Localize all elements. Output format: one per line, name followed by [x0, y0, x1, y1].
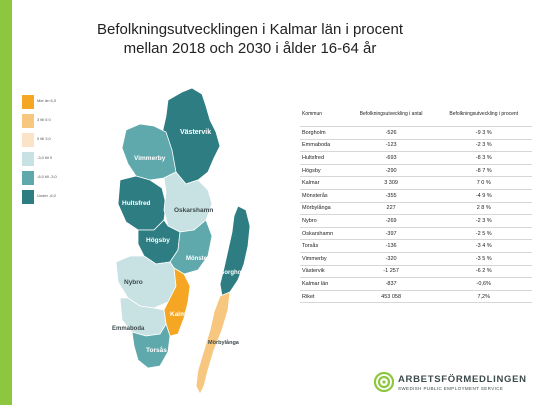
- table-row: Mörbylånga 227 2 8 %: [300, 202, 532, 216]
- county-map: Västervik Vimmerby Hultsfred Oskarshamn …: [112, 87, 251, 395]
- table-cell-name: Kalmar län: [300, 277, 347, 291]
- table-cell-name: Vimmerby: [300, 252, 347, 266]
- legend-label: -6,0 till -3,0: [37, 174, 57, 179]
- table-cell-procent: 7,2%: [435, 290, 532, 304]
- accent-bar: [0, 0, 12, 405]
- legend-swatch: [22, 95, 34, 109]
- table-row: Hultsfred -693 -8 3 %: [300, 151, 532, 165]
- table-cell-antal: -1 257: [346, 265, 436, 279]
- table-cell-procent: -8 7 %: [435, 164, 532, 178]
- logo-subtitle: SWEDISH PUBLIC EMPLOYMENT SERVICE: [398, 386, 504, 391]
- title-line-1: Befolkningsutvecklingen i Kalmar län i p…: [97, 21, 403, 38]
- table-cell-name: Nybro: [300, 214, 347, 228]
- table-row: Västervik -1 257 -6 2 %: [300, 265, 532, 279]
- table-cell-procent: -8 3 %: [435, 151, 532, 165]
- table-cell-antal: 3 309: [346, 176, 436, 190]
- table-row: Kalmar län -837 -0,6%: [300, 277, 532, 291]
- region-kalmar: [163, 267, 191, 337]
- table-row: Borgholm -526 -9 3 %: [300, 126, 532, 140]
- table-cell-procent: -2 3 %: [435, 139, 532, 153]
- region-torsas: [131, 323, 171, 369]
- table-cell-procent: -2 3 %: [435, 214, 532, 228]
- legend-label: 3 till 6 0: [37, 117, 51, 122]
- table-cell-antal: -320: [346, 252, 436, 266]
- legend-label: 0 till 3,0: [37, 136, 51, 141]
- table-cell-procent: -9 3 %: [435, 126, 532, 140]
- table-header: Befolkningsutveckling i procent: [435, 102, 532, 127]
- table-cell-procent: -4 9 %: [435, 189, 532, 203]
- legend-swatch: [22, 114, 34, 128]
- table-cell-antal: -397: [346, 227, 436, 241]
- table-row: Torsås -136 -3 4 %: [300, 239, 532, 253]
- table-header: Kommun: [300, 102, 347, 127]
- map-label-monsteras: Mönsterås: [186, 255, 217, 262]
- map-label-hogsby: Högsby: [146, 237, 170, 244]
- table-cell-name: Kalmar: [300, 176, 347, 190]
- table-cell-name: Emmaboda: [300, 139, 347, 153]
- legend-label: Under -6,0: [37, 193, 56, 198]
- logo-name: ARBETSFÖRMEDLINGEN: [398, 374, 527, 385]
- legend-swatch: [22, 152, 34, 166]
- table-cell-name: Torsås: [300, 239, 347, 253]
- table-cell-antal: -136: [346, 239, 436, 253]
- page-title: Befolkningsutvecklingen i Kalmar län i p…: [40, 20, 460, 58]
- population-table: Kommun Befolkningsutveckling i antal Bef…: [300, 102, 532, 304]
- table-cell-name: Mörbylånga: [300, 202, 347, 216]
- table-row: Oskarshamn -397 -2 5 %: [300, 227, 532, 241]
- region-monsteras: [169, 219, 213, 275]
- table-cell-procent: -2 5 %: [435, 227, 532, 241]
- table-row: Mönsterås -355 -4 9 %: [300, 189, 532, 203]
- table-cell-antal: -269: [346, 214, 436, 228]
- map-label-morbylanga: Mörbylånga: [208, 339, 240, 346]
- logo-icon: [374, 372, 394, 392]
- table-cell-antal: -290: [346, 164, 436, 178]
- legend-swatch: [22, 171, 34, 185]
- table-cell-antal: 227: [346, 202, 436, 216]
- table-cell-procent: -3 4 %: [435, 239, 532, 253]
- table-row: Kalmar 3 309 7 0 %: [300, 176, 532, 190]
- table-cell-name: Högsby: [300, 164, 347, 178]
- table-row: Riket 453 058 7,2%: [300, 290, 532, 304]
- table-cell-procent: -0,6%: [435, 277, 532, 291]
- legend-label: -3,0 till 0: [37, 155, 53, 160]
- region-borgholm: [219, 205, 251, 297]
- table-cell-name: Riket: [300, 290, 347, 304]
- table-cell-antal: 453 058: [346, 290, 436, 304]
- map-label-nybro: Nybro: [124, 279, 143, 286]
- map-label-borgholm: Borgholm: [220, 270, 248, 276]
- table-row: Emmaboda -123 -2 3 %: [300, 139, 532, 153]
- map-label-torsas: Torsås: [146, 346, 167, 354]
- table-row: Vimmerby -320 -3 5 %: [300, 252, 532, 266]
- map-label-vastervik: Västervik: [180, 129, 211, 136]
- table-cell-antal: -526: [346, 126, 436, 140]
- table-cell-name: Västervik: [300, 265, 347, 279]
- table-cell-name: Borgholm: [300, 126, 347, 140]
- table-cell-name: Mönsterås: [300, 189, 347, 203]
- table-cell-procent: 2 8 %: [435, 202, 532, 216]
- map-label-kalmar: Kalmar: [170, 311, 193, 318]
- legend-swatch: [22, 133, 34, 147]
- legend-swatch: [22, 190, 34, 204]
- table-cell-procent: -6 2 %: [435, 265, 532, 279]
- table-cell-antal: -123: [346, 139, 436, 153]
- table-cell-name: Hultsfred: [300, 151, 347, 165]
- table-cell-name: Oskarshamn: [300, 227, 347, 241]
- map-label-vimmerby: Vimmerby: [134, 155, 166, 162]
- table-row: Högsby -290 -8 7 %: [300, 164, 532, 178]
- map-label-emmaboda: Emmaboda: [112, 326, 145, 332]
- table-cell-antal: -837: [346, 277, 436, 291]
- table-cell-procent: 7 0 %: [435, 176, 532, 190]
- table-header: Befolkningsutveckling i antal: [346, 102, 436, 127]
- table-header-row: Kommun Befolkningsutveckling i antal Bef…: [300, 102, 532, 127]
- title-line-2: mellan 2018 och 2030 i ålder 16-64 år: [123, 40, 377, 57]
- legend-label: Mer än 6,0: [37, 98, 57, 103]
- map-label-oskarshamn: Oskarshamn: [174, 207, 213, 214]
- table-cell-antal: -355: [346, 189, 436, 203]
- region-morbylanga: [195, 291, 231, 395]
- table-cell-procent: -3 5 %: [435, 252, 532, 266]
- map-label-hultsfred: Hultsfred: [122, 200, 151, 207]
- table-row: Nybro -269 -2 3 %: [300, 214, 532, 228]
- table-cell-antal: -693: [346, 151, 436, 165]
